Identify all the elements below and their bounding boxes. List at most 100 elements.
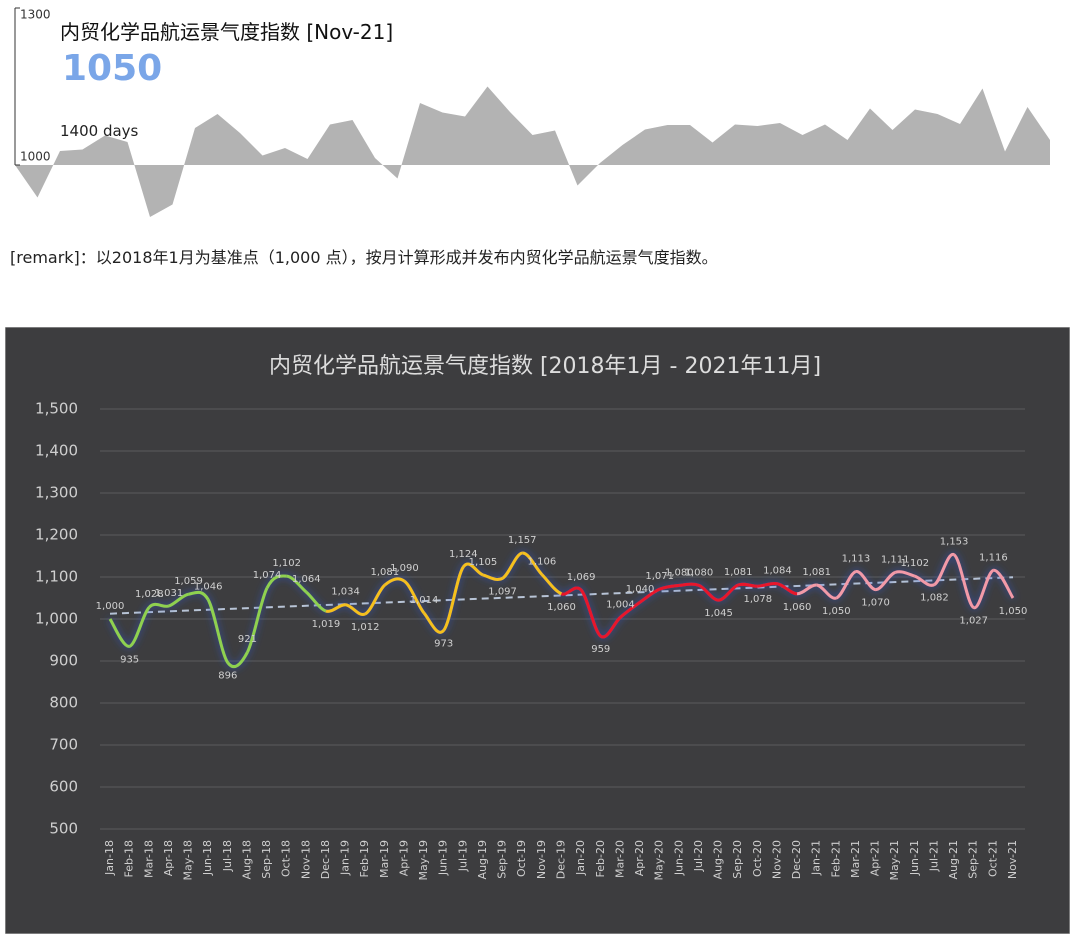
line-segment — [305, 590, 327, 613]
x-tick-label: May-18 — [182, 840, 195, 881]
x-tick-label: Feb-21 — [829, 840, 842, 877]
remark: [remark]：以2018年1月为基准点（1,000 点），按月计算形成并发布… — [10, 248, 718, 267]
y-tick-label: 1,500 — [35, 400, 78, 418]
line-segment — [737, 582, 758, 588]
kpi-value: 1050 — [62, 48, 163, 89]
x-tick-label: Sep-20 — [731, 840, 744, 879]
line-segment — [521, 551, 543, 576]
data-label: 1,081 — [724, 567, 753, 578]
x-tick-label: Feb-20 — [594, 840, 607, 877]
data-label: 1,116 — [979, 552, 1008, 563]
y-tick-label: 1,400 — [35, 442, 78, 460]
data-label: 1,105 — [469, 557, 498, 568]
sparkline-tick-label: 1000 — [20, 150, 51, 164]
x-tick-label: Mar-19 — [378, 840, 391, 878]
data-label: 1,090 — [390, 563, 419, 574]
line-segment — [639, 587, 661, 604]
data-label: 973 — [434, 638, 453, 649]
line-segment — [501, 551, 523, 580]
data-label: 1,012 — [351, 622, 380, 633]
x-tick-label: Nov-21 — [1006, 840, 1019, 879]
y-tick-label: 1,100 — [35, 568, 78, 586]
data-label: 1,031 — [155, 588, 184, 599]
y-tick-label: 900 — [49, 652, 78, 670]
x-tick-label: Feb-18 — [123, 840, 136, 877]
data-label: 959 — [591, 644, 610, 655]
data-label: 1,028 — [135, 589, 164, 600]
line-segment — [933, 553, 955, 586]
line-segment — [226, 651, 249, 668]
data-label: 1,102 — [272, 558, 301, 569]
data-label: 1,113 — [842, 554, 871, 565]
x-tick-label: Jun-21 — [908, 840, 921, 876]
data-label: 1,070 — [861, 598, 890, 609]
line-segment — [718, 583, 739, 602]
line-segment — [265, 574, 287, 589]
line-segment — [776, 582, 798, 596]
data-label: 1,081 — [371, 567, 400, 578]
x-tick-label: Oct-18 — [280, 840, 293, 877]
data-label: 1,102 — [901, 558, 930, 569]
data-label: 1,034 — [331, 587, 360, 598]
data-label: 921 — [238, 634, 257, 645]
line-segment — [540, 573, 563, 596]
line-segment — [383, 577, 406, 587]
line-segment — [698, 583, 719, 602]
data-label: 1,014 — [410, 595, 439, 606]
x-tick-label: Jul-21 — [927, 840, 940, 872]
x-tick-label: Oct-20 — [751, 840, 764, 877]
line-segment — [993, 568, 1015, 599]
x-tick-label: Jan-21 — [810, 840, 823, 876]
x-tick-label: Apr-18 — [162, 840, 175, 876]
data-label: 1,019 — [312, 619, 341, 630]
line-segment — [168, 592, 189, 608]
line-segment — [364, 583, 386, 616]
x-tick-label: Nov-19 — [535, 840, 548, 879]
kpi-days: 1400 days — [60, 122, 139, 140]
y-tick-label: 1,300 — [35, 484, 78, 502]
x-tick-label: Jan-18 — [103, 840, 116, 876]
data-label: 935 — [120, 654, 139, 665]
data-label: 1,106 — [528, 556, 557, 567]
line-segment — [579, 589, 602, 638]
x-tick-label: Nov-20 — [770, 840, 783, 879]
x-tick-label: Apr-19 — [397, 840, 410, 876]
data-label: 1,027 — [959, 616, 988, 627]
line-segment — [952, 553, 975, 610]
data-label: 1,097 — [488, 586, 517, 597]
x-tick-label: Dec-20 — [790, 840, 803, 879]
line-segment — [757, 581, 778, 588]
y-tick-label: 700 — [49, 736, 78, 754]
data-label: 896 — [218, 671, 237, 682]
line-segment — [796, 583, 817, 596]
x-tick-label: Aug-21 — [947, 840, 960, 879]
kpi-title: 内贸化学品航运景气度指数 [Nov-21] — [60, 20, 394, 44]
line-segment — [188, 590, 210, 601]
x-tick-label: Sep-18 — [260, 840, 273, 879]
line-segment — [835, 570, 857, 600]
x-tick-label: Jul-20 — [692, 840, 705, 872]
x-tick-label: May-20 — [653, 840, 666, 881]
data-label: 1,004 — [606, 599, 635, 610]
data-label: 1,071 — [645, 571, 674, 582]
x-tick-label: Jan-19 — [339, 840, 352, 876]
y-tick-label: 500 — [49, 820, 78, 838]
line-segment — [286, 574, 308, 594]
data-label: 1,060 — [547, 602, 576, 613]
x-tick-label: Aug-20 — [712, 840, 725, 879]
data-label: 1,124 — [449, 549, 478, 560]
data-label: 1,045 — [704, 608, 733, 619]
data-label: 1,064 — [292, 574, 321, 585]
sparkline: 1300 1000 — [14, 7, 1050, 217]
line-segment — [128, 606, 151, 648]
x-tick-label: Jan-20 — [574, 840, 587, 876]
x-tick-label: Oct-19 — [515, 840, 528, 877]
line-segment — [679, 582, 700, 587]
data-label: 1,046 — [194, 582, 223, 593]
line-segment — [482, 573, 504, 582]
sparkline-tick-label: 1300 — [20, 8, 51, 22]
y-tick-label: 1,200 — [35, 526, 78, 544]
data-label: 1,080 — [665, 567, 694, 578]
line-segment — [462, 562, 484, 577]
